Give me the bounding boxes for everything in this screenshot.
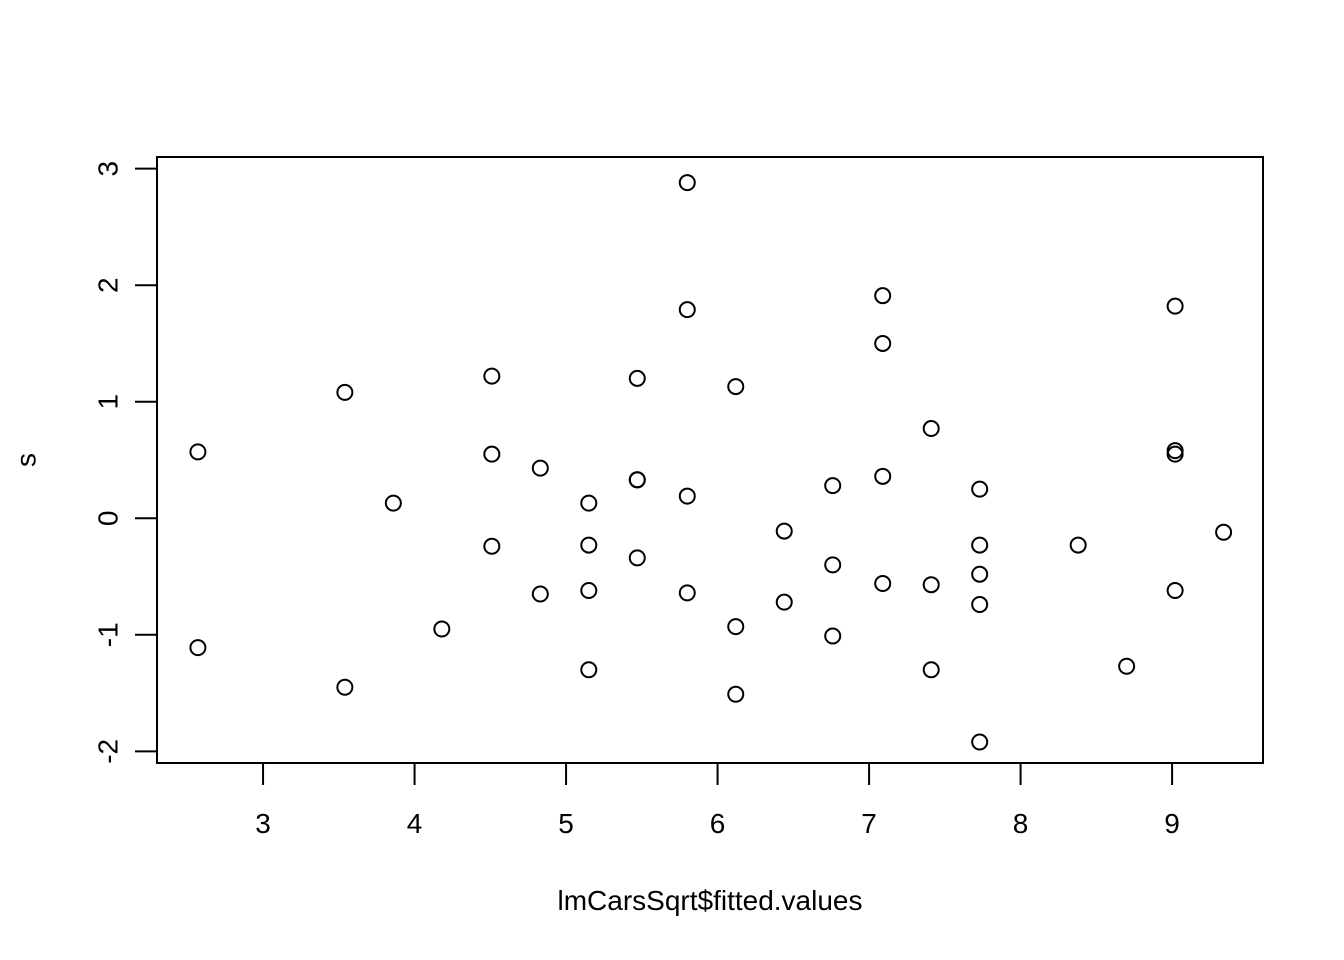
data-point	[384, 494, 402, 512]
data-point	[336, 678, 354, 696]
data-point	[483, 445, 501, 463]
data-point	[1215, 523, 1233, 541]
data-point	[433, 620, 451, 638]
data-point	[971, 480, 989, 498]
data-point	[727, 378, 745, 396]
data-point	[1166, 297, 1184, 315]
y-axis: -2 -1 0 1 2 3	[92, 161, 158, 764]
x-axis-label: lmCarsSqrt$fitted.values	[557, 885, 862, 916]
x-tick-label: 4	[407, 808, 423, 839]
data-point	[580, 536, 598, 554]
data-point	[824, 477, 842, 495]
data-point	[531, 585, 549, 603]
data-point	[727, 618, 745, 636]
x-tick-label: 5	[558, 808, 574, 839]
data-point	[483, 537, 501, 555]
y-tick-label: 3	[92, 161, 123, 177]
data-point	[922, 576, 940, 594]
data-point	[189, 639, 207, 657]
data-point	[824, 627, 842, 645]
data-point	[336, 383, 354, 401]
data-point	[628, 549, 646, 567]
data-point	[874, 467, 892, 485]
data-point	[580, 661, 598, 679]
data-point	[922, 661, 940, 679]
data-point	[678, 584, 696, 602]
data-point	[189, 443, 207, 461]
data-point	[775, 593, 793, 611]
y-tick-label: -1	[92, 622, 123, 647]
data-point	[971, 596, 989, 614]
data-point	[922, 420, 940, 438]
data-point	[678, 174, 696, 192]
data-point	[727, 685, 745, 703]
data-point	[580, 494, 598, 512]
data-point	[874, 334, 892, 352]
data-point	[1166, 582, 1184, 600]
y-tick-label: -2	[92, 739, 123, 764]
data-point	[874, 287, 892, 305]
data-point	[531, 459, 549, 477]
data-point	[678, 301, 696, 319]
data-point	[1069, 536, 1087, 554]
data-point	[483, 367, 501, 385]
data-point	[1118, 657, 1136, 675]
x-tick-label: 3	[255, 808, 271, 839]
data-point	[628, 471, 646, 489]
x-tick-label: 8	[1013, 808, 1029, 839]
points-layer	[189, 174, 1233, 751]
data-point	[971, 565, 989, 583]
data-point	[1166, 445, 1184, 463]
y-tick-label: 0	[92, 510, 123, 526]
data-point	[678, 487, 696, 505]
data-point	[874, 575, 892, 593]
x-axis: 3 4 5 6 7 8 9	[255, 762, 1180, 839]
data-point	[775, 522, 793, 540]
data-point	[580, 582, 598, 600]
y-tick-label: 1	[92, 394, 123, 410]
data-point	[628, 369, 646, 387]
y-axis-label: s	[10, 453, 41, 467]
y-tick-label: 2	[92, 277, 123, 293]
data-point	[971, 733, 989, 751]
x-tick-label: 6	[710, 808, 726, 839]
data-point	[824, 556, 842, 574]
data-point	[971, 536, 989, 554]
x-tick-label: 9	[1164, 808, 1180, 839]
x-tick-label: 7	[861, 808, 877, 839]
